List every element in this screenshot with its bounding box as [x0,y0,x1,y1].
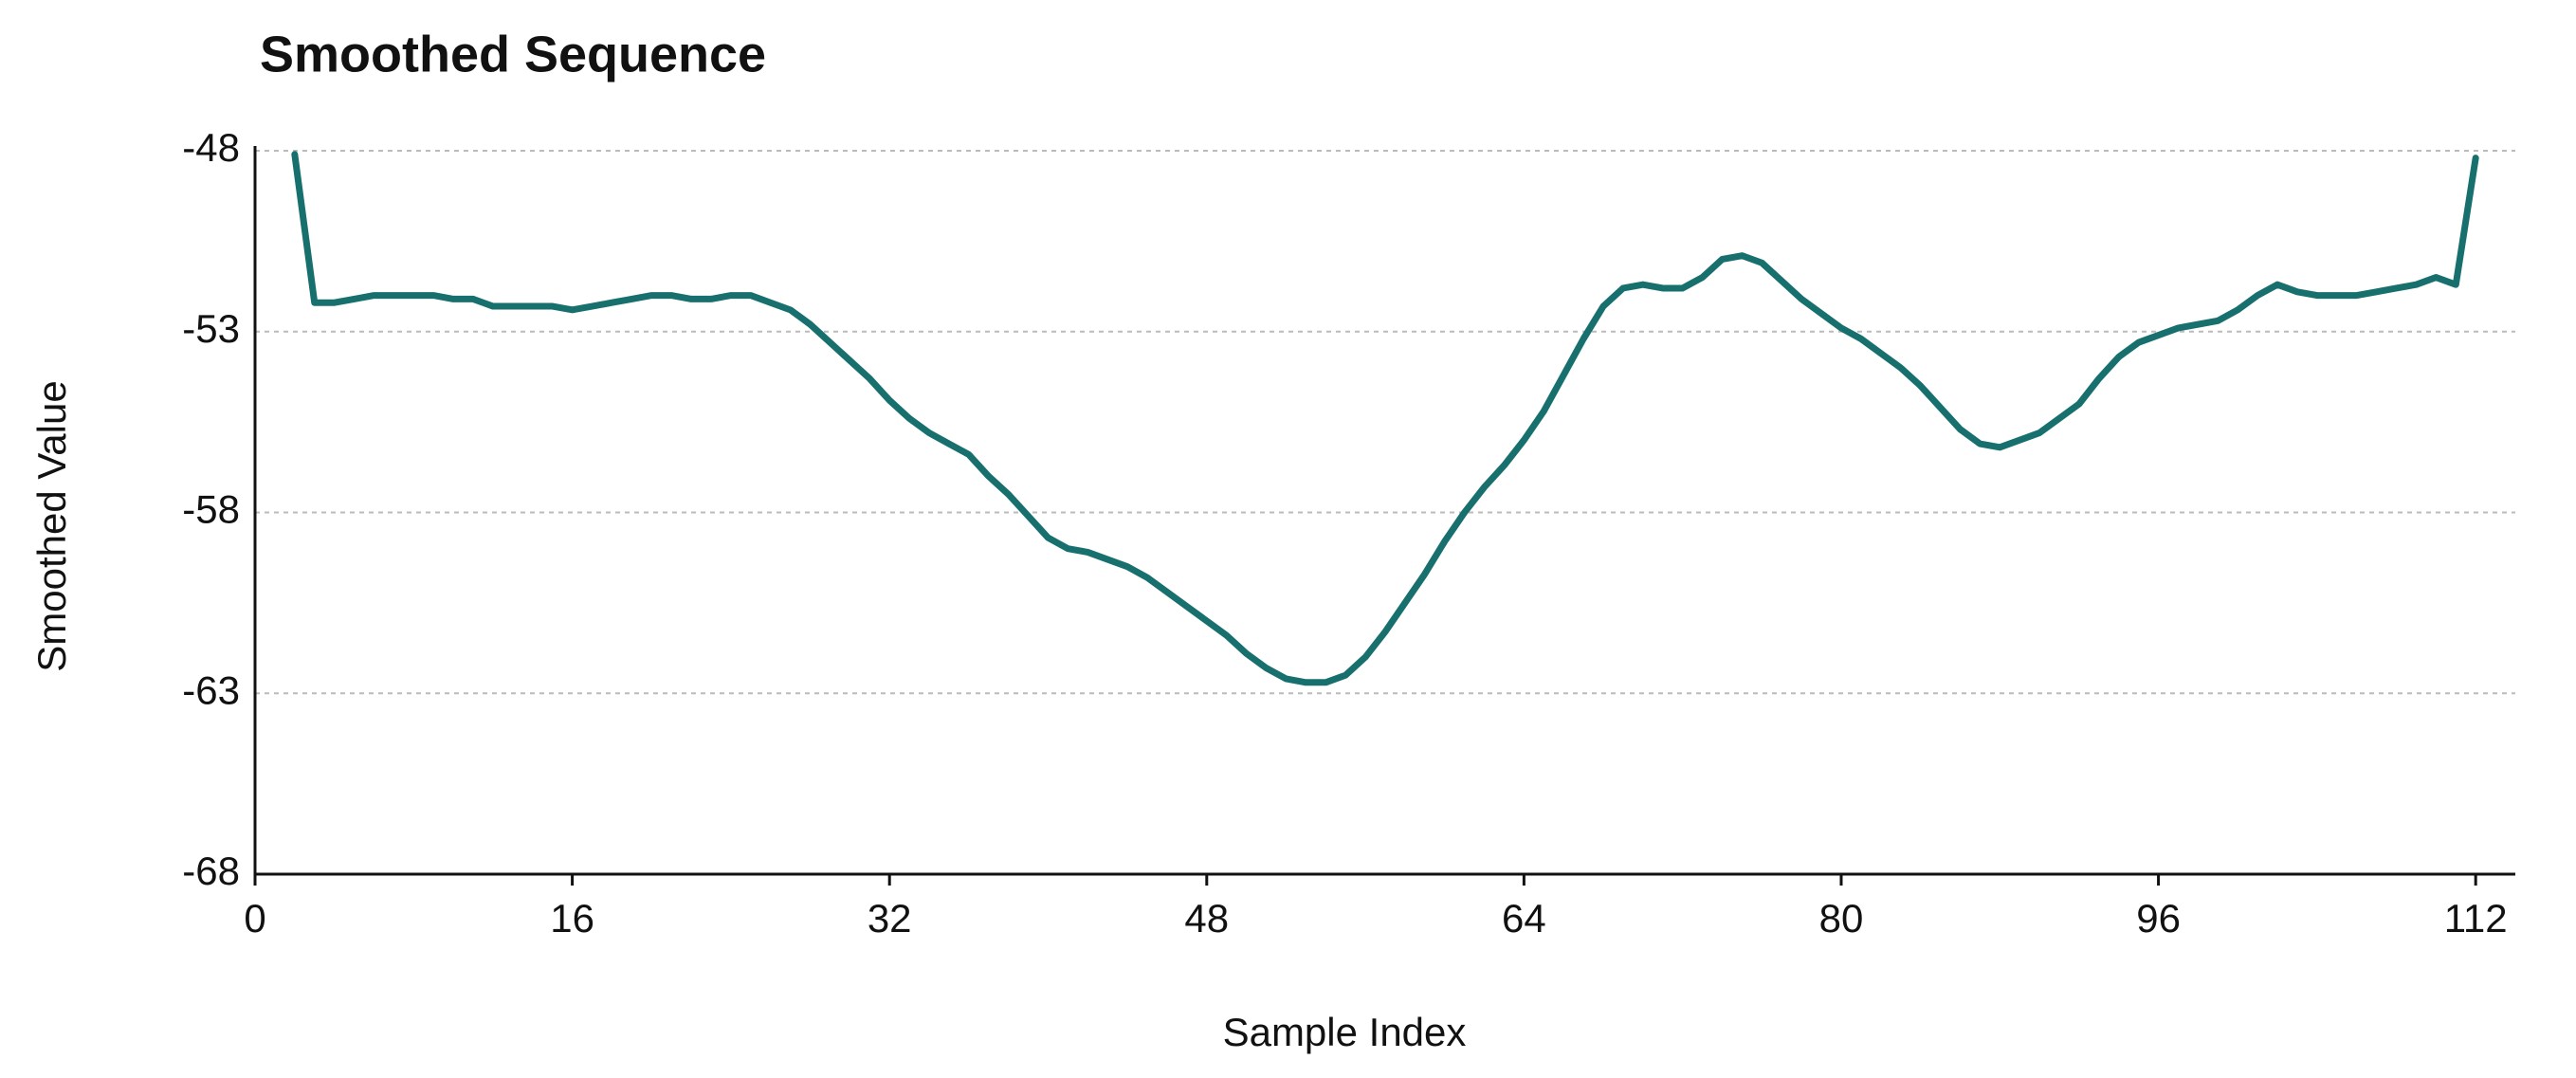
x-tick-label: 80 [1819,896,1864,941]
x-tick-label: 0 [244,896,265,941]
x-tick-label: 112 [2444,896,2508,941]
x-tick-label: 96 [2136,896,2181,941]
data-line [291,151,2479,686]
x-tick-label: 32 [868,896,912,941]
x-axis-label: Sample Index [1223,1010,1467,1054]
y-tick-label: -68 [182,849,240,893]
y-tick-label: -63 [182,667,240,712]
y-axis-label: Smoothed Value [29,380,74,671]
x-tick-label: 64 [1502,896,1546,941]
y-tick-label: -58 [182,487,240,532]
chart-title: Smoothed Sequence [260,26,766,82]
y-tick-label: -48 [182,125,240,170]
x-tick-label: 48 [1184,896,1229,941]
y-tick-label: -53 [182,306,240,351]
x-tick-label: 16 [550,896,594,941]
